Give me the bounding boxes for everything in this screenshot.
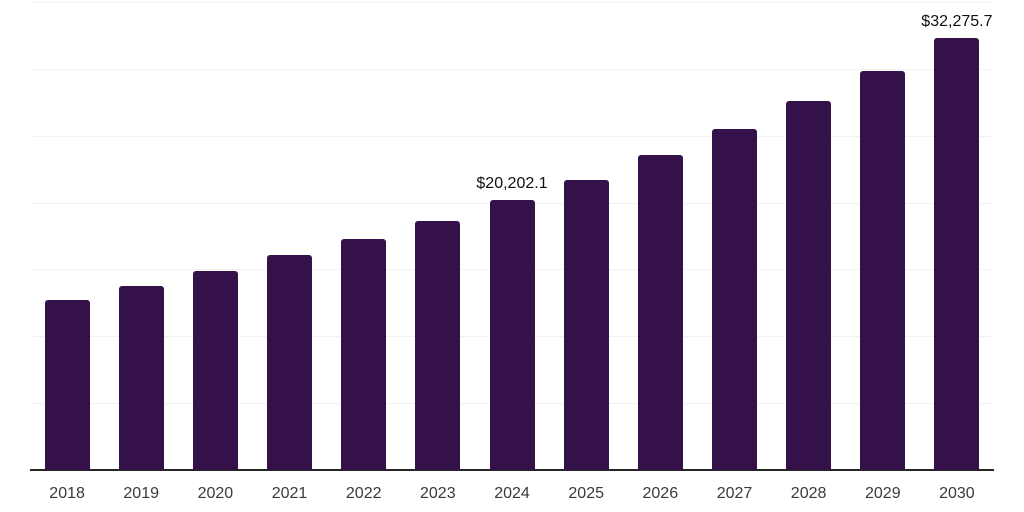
x-tick-label-2021: 2021 [271, 485, 308, 502]
x-tick-label-2018: 2018 [49, 485, 85, 502]
x-tick-label-2022: 2022 [345, 485, 382, 502]
x-tick-label-2026: 2026 [642, 485, 679, 502]
bar-2028[interactable] [786, 101, 832, 470]
bar-2030[interactable] [934, 38, 980, 470]
bar-value-label-2030: $32,275.7 [921, 13, 993, 31]
x-tick-label-2030: 2030 [939, 485, 975, 502]
x-axis-line [30, 469, 994, 471]
x-tick-label-2023: 2023 [420, 485, 456, 502]
x-tick-label-2024: 2024 [494, 485, 530, 502]
bar-2027[interactable] [712, 129, 757, 470]
bar-2018[interactable] [44, 299, 90, 470]
bar-2020[interactable] [192, 270, 238, 470]
gridline [30, 2, 994, 3]
bar-2023[interactable] [415, 220, 461, 470]
gridline [30, 68, 994, 70]
x-tick-label-2029: 2029 [865, 485, 901, 502]
x-tick-label-2020: 2020 [197, 485, 234, 502]
x-tick-label-2019: 2019 [123, 485, 159, 502]
bar-2019[interactable] [118, 285, 164, 470]
x-tick-label-2028: 2028 [790, 485, 827, 502]
bar-2022[interactable] [341, 238, 387, 470]
bar-value-label-2024: $20,202.1 [476, 174, 548, 192]
x-tick-label-2025: 2025 [568, 485, 604, 502]
gridline [30, 135, 994, 137]
bar-2021[interactable] [267, 254, 312, 470]
x-tick-label-2027: 2027 [716, 485, 753, 502]
bar-2024[interactable] [489, 199, 535, 470]
bar-2025[interactable] [563, 180, 609, 470]
bar-2029[interactable] [860, 71, 906, 470]
bar-2026[interactable] [637, 155, 683, 470]
